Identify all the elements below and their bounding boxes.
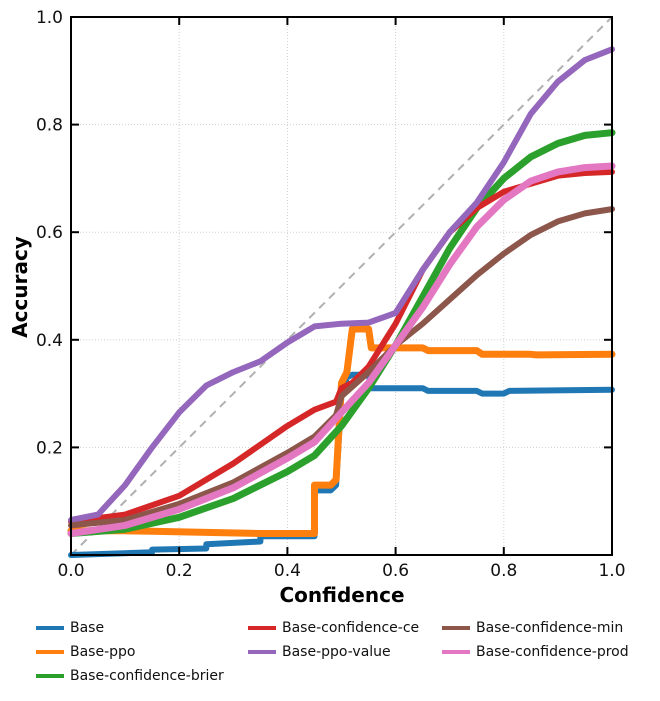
- legend-label: Base-ppo: [70, 644, 136, 660]
- x-axis-label: Confidence: [279, 583, 404, 607]
- y-tick-label: 0.8: [36, 116, 63, 136]
- legend-label: Base-ppo-value: [282, 644, 391, 660]
- legend-label: Base: [70, 620, 105, 636]
- legend-swatch: [248, 650, 276, 654]
- legend-label: Base-confidence-brier: [70, 668, 224, 684]
- legend-swatch: [36, 626, 64, 630]
- x-tick-label: 0.4: [274, 561, 301, 581]
- plot-frame: [70, 16, 613, 556]
- y-tick-labels: 0.2 0.4 0.6 0.8 1.0: [36, 8, 63, 458]
- legend-label: Base-confidence-ce: [282, 620, 420, 636]
- x-tick-label: 1.0: [598, 561, 625, 581]
- legend-item: Base-ppo-value: [248, 644, 391, 660]
- legend-swatch: [248, 626, 276, 630]
- legend-item: Base-confidence-prod: [442, 644, 629, 660]
- series-line-base-ppo-value: [68, 46, 615, 523]
- axis-ticks: [71, 17, 612, 555]
- legend-swatch: [36, 650, 64, 654]
- y-axis-label: Accuracy: [8, 236, 32, 338]
- x-tick-labels: 0.0 0.2 0.4 0.6 0.8 1.0: [57, 561, 625, 581]
- x-tick-label: 0.8: [490, 561, 517, 581]
- legend-label: Base-confidence-prod: [476, 644, 629, 660]
- y-tick-label: 1.0: [36, 8, 63, 28]
- legend-swatch: [442, 626, 470, 630]
- legend-swatch: [442, 650, 470, 654]
- legend-item: Base: [36, 620, 104, 636]
- y-tick-label: 0.4: [36, 331, 63, 351]
- legend-item: Base-confidence-min: [442, 620, 623, 636]
- series-layer: [67, 46, 616, 558]
- y-tick-label: 0.6: [36, 223, 63, 243]
- y-tick-label: 0.2: [36, 438, 63, 458]
- legend-label: Base-confidence-min: [476, 620, 624, 636]
- legend-swatch: [36, 674, 64, 678]
- series-line-base-confidence-ce: [68, 168, 615, 525]
- legend-item: Base-ppo: [36, 644, 135, 660]
- series-line-base-ppo: [67, 325, 616, 537]
- x-tick-label: 0.0: [57, 561, 84, 581]
- x-tick-label: 0.6: [382, 561, 409, 581]
- legend-item: Base-confidence-ce: [248, 620, 419, 636]
- legend-item: Base-confidence-brier: [36, 668, 224, 684]
- x-tick-label: 0.2: [166, 561, 193, 581]
- series-line-base-confidence-min: [68, 206, 615, 529]
- series-line-base-confidence-prod: [67, 162, 616, 537]
- perfect-calibration-line: [70, 16, 613, 556]
